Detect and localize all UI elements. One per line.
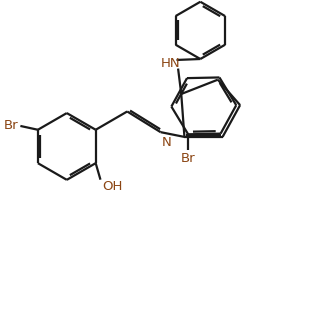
Text: N: N — [162, 136, 172, 149]
Text: Br: Br — [4, 119, 19, 133]
Text: Br: Br — [181, 152, 196, 165]
Text: HN: HN — [160, 57, 180, 70]
Text: OH: OH — [102, 180, 122, 193]
